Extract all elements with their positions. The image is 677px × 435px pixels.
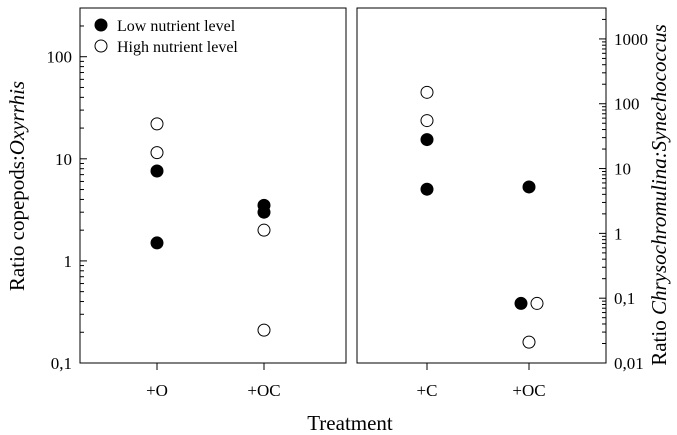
low-nutrient-point [522, 180, 536, 194]
right-y-tick-label: 1000 [614, 30, 648, 49]
high-nutrient-point [522, 335, 536, 349]
left-y-axis-label: Ratio copepods:Oxyrrhis [5, 81, 29, 291]
x-axis-label: Treatment [307, 411, 393, 435]
left-panel-frame [79, 7, 347, 364]
left-x-ticks: +O +OC [146, 363, 281, 400]
low-nutrient-point [257, 205, 271, 219]
legend-label-high: High nutrient level [117, 39, 238, 56]
right-y-tick-label: 0,1 [614, 289, 635, 308]
high-nutrient-point [150, 146, 164, 160]
high-nutrient-point [257, 223, 271, 237]
high-nutrient-point [420, 85, 434, 99]
legend-marker-low [94, 18, 108, 32]
right-y-tick-label: 0,01 [614, 354, 644, 373]
right-x-tick-label: +C [417, 381, 438, 400]
low-nutrient-point [420, 182, 434, 196]
right-panel: 0,01 0,1 1 10 100 1000 +C +OC Ratio Chrysochro… [356, 7, 671, 400]
high-nutrient-point [420, 114, 434, 128]
left-x-tick-label: +O [146, 381, 168, 400]
high-nutrient-point [150, 117, 164, 131]
legend-label-low: Low nutrient level [117, 18, 236, 35]
left-y-tick-label: 1 [64, 252, 73, 271]
left-panel: 0,1 1 10 100 +O +OC Low nutrient level High … [5, 7, 347, 400]
right-y-axis-label: Ratio Chrysochromulina:Synechococcus [647, 24, 671, 366]
right-y-tick-label: 1 [614, 224, 623, 243]
right-y-tick-label: 100 [614, 95, 640, 114]
right-x-tick-label: +OC [512, 381, 545, 400]
left-x-tick-label: +OC [247, 381, 280, 400]
low-nutrient-point [150, 236, 164, 250]
low-nutrient-point [420, 133, 434, 147]
legend: Low nutrient level High nutrient level [94, 18, 238, 56]
right-y-ticks: 0,01 0,1 1 10 100 1000 [599, 18, 648, 373]
low-nutrient-point [514, 296, 528, 310]
legend-marker-high [94, 39, 108, 53]
right-y-tick-label: 10 [614, 160, 631, 179]
left-y-tick-label: 0,1 [51, 354, 72, 373]
right-data-points [420, 85, 544, 349]
high-nutrient-point [257, 323, 271, 337]
left-y-tick-label: 10 [55, 150, 72, 169]
left-y-tick-label: 100 [47, 48, 73, 67]
left-data-points [150, 117, 271, 337]
left-y-ticks: 0,1 1 10 100 [47, 25, 87, 373]
right-panel-frame [356, 7, 607, 364]
low-nutrient-point [150, 164, 164, 178]
high-nutrient-point [530, 296, 544, 310]
right-x-ticks: +C +OC [417, 363, 546, 400]
